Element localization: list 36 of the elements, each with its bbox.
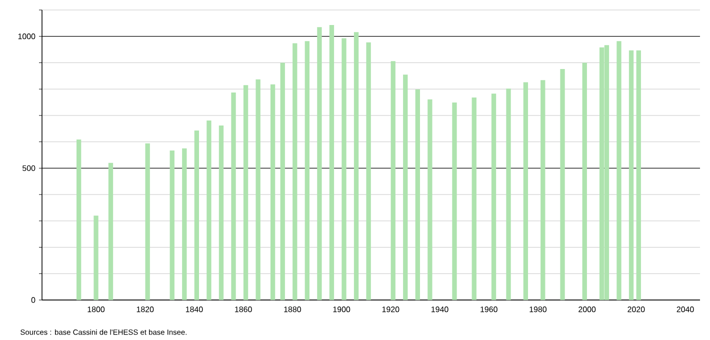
bar (354, 32, 359, 300)
bar (194, 130, 200, 300)
bar (94, 216, 98, 300)
bar (628, 50, 634, 300)
bar (616, 41, 622, 300)
bar (304, 41, 310, 300)
bar (170, 150, 174, 300)
bar (560, 69, 565, 300)
bar (218, 125, 224, 300)
bar (390, 61, 396, 300)
bar (540, 80, 546, 300)
bar (270, 84, 276, 300)
bar (231, 92, 236, 300)
bar (523, 82, 528, 300)
bar (280, 62, 285, 300)
bar (206, 120, 212, 300)
bar (76, 139, 82, 300)
bar (108, 162, 114, 300)
bar (243, 85, 248, 300)
bar (491, 94, 496, 300)
bar (452, 102, 457, 300)
bar (342, 38, 346, 300)
bar (366, 42, 371, 300)
bar (582, 62, 587, 300)
bar (415, 89, 420, 300)
bar (428, 99, 432, 300)
bar (182, 148, 187, 300)
bar (636, 50, 641, 300)
bar (506, 88, 511, 300)
bar (292, 43, 298, 300)
bar (256, 79, 260, 300)
bar (472, 98, 476, 300)
bar (145, 143, 150, 300)
bar (317, 27, 322, 300)
bar (403, 74, 408, 300)
bar (329, 25, 334, 300)
